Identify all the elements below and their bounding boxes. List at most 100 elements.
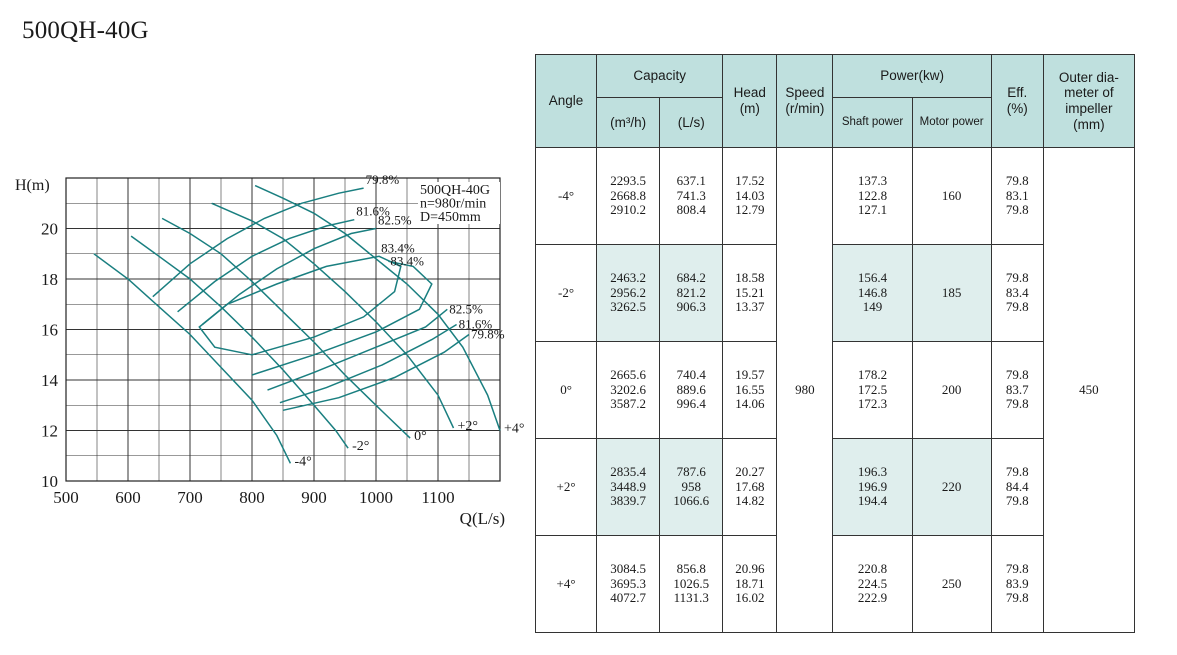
angle-curve [130,235,349,449]
eff-cell: 79.8 83.7 79.8 [990,341,1044,439]
x-tick-label: 1100 [421,488,454,507]
shaft-power-cell: 220.8 224.5 222.9 [832,535,913,633]
shaft-power-cell: 196.3 196.9 194.4 [832,438,913,536]
angle-cell: +2° [534,438,598,536]
motor-power-cell: 160 [911,147,992,245]
capacity-m3h-cell: 3084.5 3695.3 4072.7 [596,535,661,633]
header-motor-power: Motor power [911,97,992,148]
spec-table: Angle Capacity Head (m) Speed (r/min) Po… [534,54,1136,633]
header-angle: Angle [534,54,598,148]
capacity-m3h-cell: 2463.2 2956.2 3262.5 [596,244,661,342]
x-tick-label: 800 [239,488,265,507]
head-cell: 19.57 16.55 14.06 [722,341,778,439]
table-row: +4° 3084.5 3695.3 4072.7 856.8 1026.5 1131… [534,535,1135,633]
capacity-m3h-cell: 2835.4 3448.9 3839.7 [596,438,661,536]
x-tick-label: 900 [301,488,327,507]
outer-diameter-cell: 450 [1042,147,1136,633]
performance-chart-svg: 500 600 700 800 900 1000 1100 10 12 14 16 18 20 H(m) Q… [15,172,525,528]
eff-cell: 79.8 83.9 79.8 [990,535,1044,633]
angle-curve [254,184,501,431]
angle-curve-label: -4° [294,454,311,469]
header-head: Head (m) [722,54,778,148]
y-axis-label: H(m) [15,177,50,194]
angle-curve-label: 0° [414,429,427,444]
x-axis-label: Q(L/s) [460,509,505,528]
angle-cell: +4° [534,535,598,633]
capacity-ls-cell: 684.2 821.2 906.3 [659,244,724,342]
y-tick-label: 12 [41,422,58,441]
header-shaft-power: Shaft power [832,97,913,148]
table-row: -2° 2463.2 2956.2 3262.5 684.2 821.2 906.3… [534,244,1135,342]
header-power: Power(kw) [832,54,992,98]
y-tick-label: 18 [41,270,58,289]
x-tick-label: 500 [53,488,79,507]
table-row: +2° 2835.4 3448.9 3839.7 787.6 958 1066.6 2… [534,438,1135,536]
efficiency-curve [201,227,377,326]
y-tick-label: 10 [41,472,58,491]
capacity-ls-cell: 787.6 958 1066.6 [659,438,724,536]
efficiency-curve [152,187,364,298]
efficiency-label: 81.6% [356,204,390,219]
x-tick-label: 700 [177,488,203,507]
legend-box-line: D=450mm [420,210,481,225]
efficiency-curve [267,308,448,391]
y-tick-label: 14 [41,371,59,390]
motor-power-cell: 220 [911,438,992,536]
efficiency-label: 83.4% [390,253,424,268]
capacity-ls-cell: 740.4 889.6 996.4 [659,341,724,439]
capacity-ls-cell: 637.1 741.3 808.4 [659,147,724,245]
efficiency-curve [198,255,402,356]
efficiency-label: 79.8% [366,172,400,187]
efficiency-label: 83.4% [381,240,415,255]
shaft-power-cell: 156.4 146.8 149 [832,244,913,342]
efficiency-label: 81.6% [459,316,493,331]
angle-curve [93,253,292,464]
efficiency-label: 79.8% [471,327,505,342]
motor-power-cell: 200 [911,341,992,439]
eff-cell: 79.8 84.4 79.8 [990,438,1044,536]
head-cell: 20.27 17.68 14.82 [722,438,778,536]
shaft-power-cell: 178.2 172.5 172.3 [832,341,913,439]
speed-cell: 980 [776,147,834,633]
capacity-m3h-cell: 2293.5 2668.8 2910.2 [596,147,661,245]
efficiency-label: 82.5% [378,213,412,228]
angle-cell: -4° [534,147,598,245]
header-capacity: Capacity [596,54,724,98]
shaft-power-cell: 137.3 122.8 127.1 [832,147,913,245]
angle-curve-label: +2° [458,419,479,434]
header-eff: Eff. (%) [990,54,1044,148]
angle-curve [211,202,455,429]
x-tick-label: 1000 [359,488,393,507]
y-tick-label: 16 [41,321,58,340]
angle-curve-label: -2° [352,439,369,454]
efficiency-label: 82.5% [449,301,483,316]
header-capacity-ls: (L/s) [659,97,724,148]
legend-box-line: n=980r/min [420,197,486,212]
motor-power-cell: 250 [911,535,992,633]
angle-cell: 0° [534,341,598,439]
model-title: 500QH-40G [22,17,149,44]
plot-frame [65,177,501,482]
x-tick-label: 600 [115,488,141,507]
legend-box [418,182,500,224]
capacity-m3h-cell: 2665.6 3202.6 3587.2 [596,341,661,439]
performance-chart: 500 600 700 800 900 1000 1100 10 12 14 16 18 20 H(m) Q… [0,160,530,540]
y-tick-label: 20 [41,220,58,239]
head-cell: 18.58 15.21 13.37 [722,244,778,342]
head-cell: 17.52 14.03 12.79 [722,147,778,245]
table-row: -4° 2293.5 2668.8 2910.2 637.1 741.3 808.4… [534,147,1136,633]
head-cell: 20.96 18.71 16.02 [722,535,778,633]
angle-curve [161,217,411,439]
header-speed: Speed (r/min) [776,54,834,148]
capacity-ls-cell: 856.8 1026.5 1131.3 [659,535,724,633]
eff-cell: 79.8 83.4 79.8 [990,244,1044,342]
spec-table-body: -4° 2293.5 2668.8 2910.2 637.1 741.3 808.4… [534,147,1136,633]
efficiency-curve [279,323,457,404]
table-row: 0° 2665.6 3202.6 3587.2 740.4 889.6 996.4 1… [534,341,1135,439]
header-outer-diameter: Outer dia- meter of impeller (mm) [1042,54,1136,148]
eff-cell: 79.8 83.1 79.8 [990,147,1044,245]
legend-box-line: 500QH-40G [420,183,490,198]
efficiency-curve [282,333,470,412]
angle-cell: -2° [534,244,598,342]
motor-power-cell: 185 [911,244,992,342]
